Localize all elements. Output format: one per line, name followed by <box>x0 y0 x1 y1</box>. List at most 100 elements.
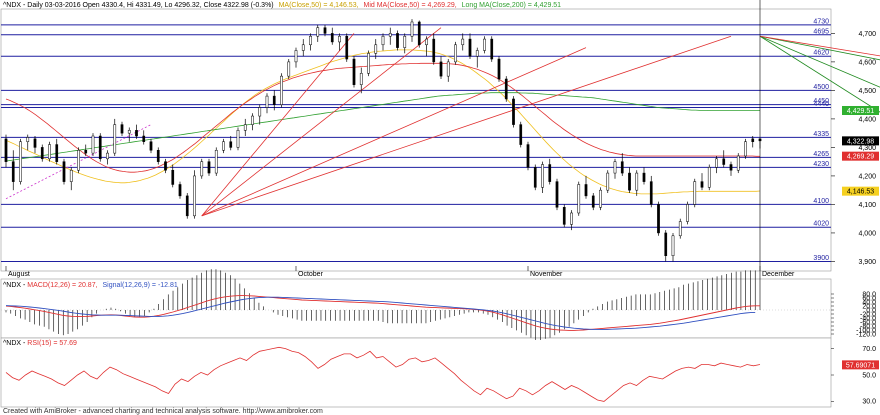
macd-tick-label: -60.0 <box>860 319 876 326</box>
candle-body <box>243 124 247 131</box>
level-label: 4230 <box>813 161 829 168</box>
candle-body <box>686 204 689 222</box>
macd-tick-label: -100.0 <box>856 327 876 334</box>
candle-body <box>497 58 501 80</box>
macd-tick-label: 0.0 <box>866 307 876 314</box>
ma-line-2 <box>5 62 760 173</box>
chart-title: ^NDX - Daily 03-03-2016 Open 4330.4, Hi … <box>3 2 274 9</box>
candle-body <box>570 212 573 225</box>
candle-body <box>120 124 124 134</box>
svg-text:^NDX - Daily 03-03-2016 Open 4: ^NDX - Daily 03-03-2016 Open 4330.4, Hi … <box>3 2 561 9</box>
ma-line-1 <box>5 49 761 195</box>
macd-tick-label: 40.0 <box>862 299 876 306</box>
candle-body <box>555 181 559 208</box>
candle-body <box>664 232 668 256</box>
month-label: November <box>530 271 563 278</box>
candle-body <box>736 155 740 171</box>
candle-body <box>156 150 160 162</box>
candle-body <box>519 124 523 145</box>
candle-body <box>490 38 494 60</box>
candle-body <box>280 75 283 105</box>
candle-body <box>439 61 443 77</box>
candle-body <box>425 38 428 46</box>
candle-body <box>642 172 646 182</box>
candle-body <box>265 95 269 108</box>
macd-tick-label: 20.0 <box>862 303 876 310</box>
candle-body <box>40 147 44 160</box>
candle-body <box>251 115 254 125</box>
moving-average-lines <box>5 49 761 195</box>
rsi-value-tag <box>842 360 879 370</box>
rsi-label: RSI(15) = 57.69 <box>27 340 77 347</box>
level-label: 4500 <box>813 84 829 91</box>
candle-body <box>200 161 204 177</box>
candle-body <box>55 144 59 162</box>
candle-body <box>106 152 109 160</box>
candle-body <box>207 161 211 174</box>
candle-body <box>193 175 196 217</box>
level-label: 4450 <box>813 98 829 105</box>
rsi-pane <box>0 337 832 408</box>
candle-body <box>751 138 755 142</box>
candle-body <box>715 158 718 168</box>
month-label: December <box>762 271 795 278</box>
candle-body <box>707 167 711 188</box>
candle-body <box>671 235 675 256</box>
price-tick-label: 4,100 <box>858 202 876 209</box>
value-tag-text: 4,322.98 <box>847 138 874 145</box>
macd-lines <box>5 0 761 340</box>
candle-body <box>512 98 515 125</box>
price-tick-label: 4,200 <box>858 173 876 180</box>
macd-tick-label: 60.0 <box>862 295 876 302</box>
candle-body <box>410 21 414 37</box>
candle-body <box>229 141 233 148</box>
candle-body <box>454 44 457 63</box>
candle-body <box>649 181 653 205</box>
macd-pane <box>0 278 832 339</box>
candle-body <box>352 58 356 85</box>
fan-line <box>759 35 880 57</box>
candle-body <box>591 195 595 208</box>
candle-body <box>48 144 51 160</box>
value-tag-text: 4,429.51 <box>847 108 874 115</box>
price-support-resistance-lines <box>1 24 831 262</box>
candle-body <box>396 33 399 48</box>
fan-line <box>201 47 587 217</box>
value-tag <box>842 186 879 196</box>
candle-body <box>91 135 95 154</box>
candle-body <box>214 150 218 174</box>
candle-body <box>338 35 341 43</box>
candle-body <box>309 35 312 46</box>
level-label: 4100 <box>813 198 829 205</box>
signal-line <box>5 296 756 330</box>
candle-body <box>417 21 421 46</box>
candle-body <box>127 130 131 134</box>
candle-body <box>620 161 624 174</box>
candle-body <box>164 161 167 171</box>
level-label: 4620 <box>813 50 829 57</box>
level-label: 4335 <box>813 131 829 138</box>
candle-body <box>33 138 37 148</box>
candle-body <box>678 221 682 237</box>
candle-body <box>185 195 189 217</box>
price-tick-label: 4,600 <box>858 59 876 66</box>
svg-text:^NDX - MACD(12,26) = 20.8: ^NDX - MACD(12,26) = 20.87, Signal(12,26… <box>3 282 178 289</box>
macd-label: MACD(12,26) = 20.87, <box>27 282 97 289</box>
macd-tick-label: -40.0 <box>860 315 876 322</box>
rsi-line <box>5 346 761 402</box>
candle-body <box>468 38 472 57</box>
candle-body <box>403 35 407 48</box>
candle-body <box>388 33 392 37</box>
candle-body <box>533 167 537 188</box>
candle-body <box>316 27 320 37</box>
candle-body <box>149 141 153 151</box>
macd-tick-label: 80.0 <box>862 291 876 298</box>
candle-body <box>504 78 508 100</box>
footer-credit: Created with AmiBroker - advanced charti… <box>3 408 323 415</box>
candle-body <box>693 181 697 205</box>
fan-line <box>759 35 880 88</box>
level-label: 4440 <box>813 101 829 108</box>
candle-body <box>4 138 8 162</box>
candlesticks <box>4 19 762 262</box>
